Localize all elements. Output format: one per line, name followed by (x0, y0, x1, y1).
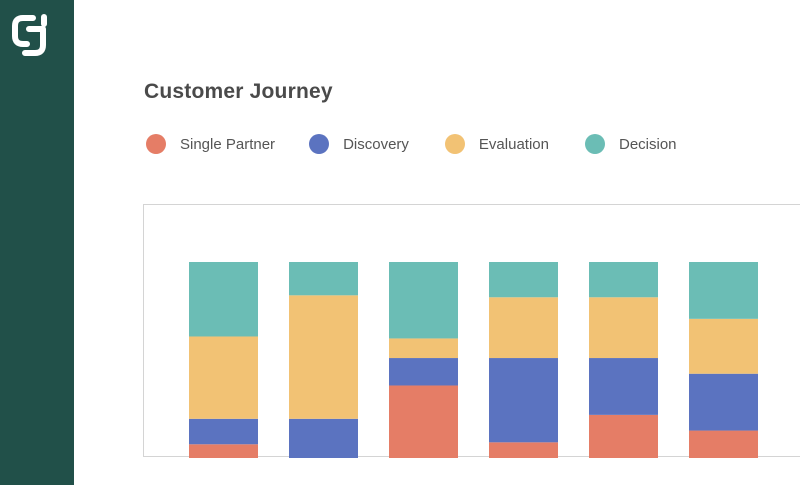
bar-3-single-partner (389, 385, 458, 458)
bar-1-decision (189, 262, 258, 337)
bar-4-discovery (489, 358, 558, 443)
legend-swatch-evaluation (444, 134, 465, 154)
bar-6-discovery (689, 373, 758, 431)
chart-title: Customer Journey (144, 80, 333, 103)
bar-3-decision (389, 262, 458, 339)
bar-5-evaluation (589, 297, 658, 359)
legend-swatch-discovery (309, 134, 330, 154)
legend-item-discovery: Discovery (309, 134, 409, 154)
bar-3-evaluation (389, 338, 458, 359)
bar-1-evaluation (189, 336, 258, 419)
bar-3-discovery (389, 358, 458, 386)
bar-1-single-partner (189, 444, 258, 458)
legend-label-discovery: Discovery (343, 135, 409, 153)
bar-2-discovery (289, 418, 358, 458)
bar-4-single-partner (489, 442, 558, 458)
bar-5-discovery (589, 358, 658, 415)
bar-4-decision (489, 262, 558, 298)
legend-item-decision: Decision (584, 134, 677, 154)
bar-6-evaluation (689, 318, 758, 374)
bar-5-decision (589, 262, 658, 298)
bar-2-evaluation (289, 295, 358, 419)
bar-1-discovery (189, 418, 258, 445)
bar-5-single-partner (589, 414, 658, 458)
legend-label-decision: Decision (618, 135, 677, 153)
legend-item-evaluation: Evaluation (444, 134, 549, 154)
stacked-bar-chart (189, 262, 758, 458)
legend-item-single-partner: Single Partner (146, 134, 275, 154)
legend-swatch-single-partner (146, 134, 166, 154)
legend-swatch-decision (584, 134, 605, 154)
bar-6-single-partner (689, 430, 758, 458)
bar-4-evaluation (489, 297, 558, 359)
bar-6-decision (689, 262, 758, 319)
bar-2-decision (289, 262, 358, 296)
chart-legend: Single Partner Discovery Evaluation Deci… (146, 132, 677, 156)
cg-monogram-icon (12, 14, 47, 56)
legend-label-evaluation: Evaluation (478, 135, 549, 153)
chart-plot-area (143, 204, 800, 458)
legend-label-single-partner: Single Partner (180, 135, 276, 153)
sidebar (0, 0, 74, 485)
